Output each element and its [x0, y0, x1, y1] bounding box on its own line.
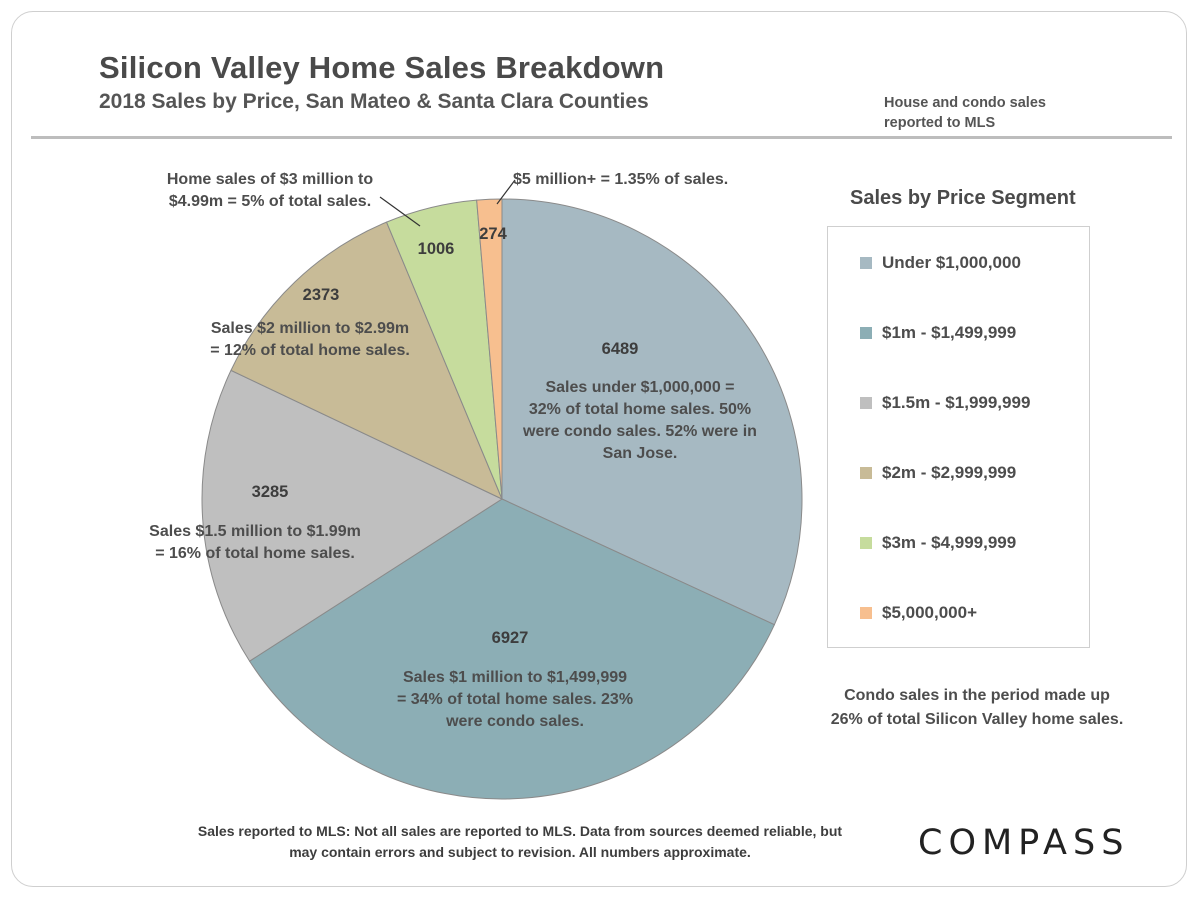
leader-line-3m-segment [379, 196, 421, 227]
annotation-1.5m-2m: Sales $1.5 million to $1.99m = 16% of to… [149, 523, 361, 562]
legend-label: $1.5m - $1,999,999 [882, 393, 1031, 412]
pie-slice-under-1m [501, 198, 803, 626]
legend-swatch [860, 327, 872, 339]
slice-value-1m-1.5m: 6927 [491, 629, 529, 647]
pie-slice-1m-1.5m [248, 498, 776, 800]
legend-item-under-1m: Under $1,000,000 [860, 251, 1021, 275]
annotation-1m-1.5m: Sales $1 million to $1,499,999 = 34% of … [396, 669, 634, 730]
legend-label: $3m - $4,999,999 [882, 533, 1017, 552]
legend-label: $2m - $2,999,999 [882, 463, 1017, 482]
header-divider [31, 136, 1172, 139]
slice-value-1.5m-2m: 3285 [251, 483, 289, 501]
slice-value-3m-5m: 1006 [417, 240, 455, 258]
leader-line-5m-segment [496, 179, 516, 205]
annotation-under-1m: Sales under $1,000,000 = 32% of total ho… [523, 379, 757, 462]
legend-label: $1m - $1,499,999 [882, 323, 1017, 342]
pie-slice-5m-plus [476, 198, 503, 500]
legend-swatch [860, 537, 872, 549]
annotation-3m-5m: Home sales of $3 million to $4.99m = 5% … [166, 171, 374, 210]
legend-swatch [860, 467, 872, 479]
footnote: Sales reported to MLS: Not all sales are… [197, 823, 843, 860]
legend-swatch [860, 397, 872, 409]
legend-label: Under $1,000,000 [882, 253, 1021, 272]
slice-value-5m-plus: 274 [479, 225, 507, 243]
legend-item-5m-plus: $5,000,000+ [860, 601, 977, 625]
legend-title: Sales by Price Segment [850, 187, 1076, 209]
condo-note: Condo sales in the period made up 26% of… [830, 687, 1124, 728]
legend: Under $1,000,000 $1m - $1,499,999 $1.5m … [827, 226, 1090, 648]
pie-slice-1.5m-2m [201, 369, 504, 662]
compass-logo: COMPASS [918, 823, 1130, 863]
slice-value-under-1m: 6489 [601, 340, 639, 358]
pie-slice-2m-3m [230, 221, 503, 501]
chart-title: Silicon Valley Home Sales Breakdown [99, 50, 665, 85]
legend-swatch [860, 257, 872, 269]
slice-value-2m-3m: 2373 [302, 286, 340, 304]
legend-label: $5,000,000+ [882, 603, 978, 622]
annotation-5m-plus: $5 million+ = 1.35% of sales. [513, 171, 729, 188]
legend-item-1.5m-2m: $1.5m - $1,999,999 [860, 391, 1030, 415]
chart-subtitle: 2018 Sales by Price, San Mateo & Santa C… [99, 90, 649, 113]
legend-item-1m-1.5m: $1m - $1,499,999 [860, 321, 1016, 345]
legend-item-2m-3m: $2m - $2,999,999 [860, 461, 1016, 485]
legend-swatch [860, 607, 872, 619]
annotation-2m-3m: Sales $2 million to $2.99m = 12% of tota… [210, 320, 410, 359]
source-note: House and condo sales reported to MLS [884, 95, 1046, 131]
legend-item-3m-5m: $3m - $4,999,999 [860, 531, 1016, 555]
